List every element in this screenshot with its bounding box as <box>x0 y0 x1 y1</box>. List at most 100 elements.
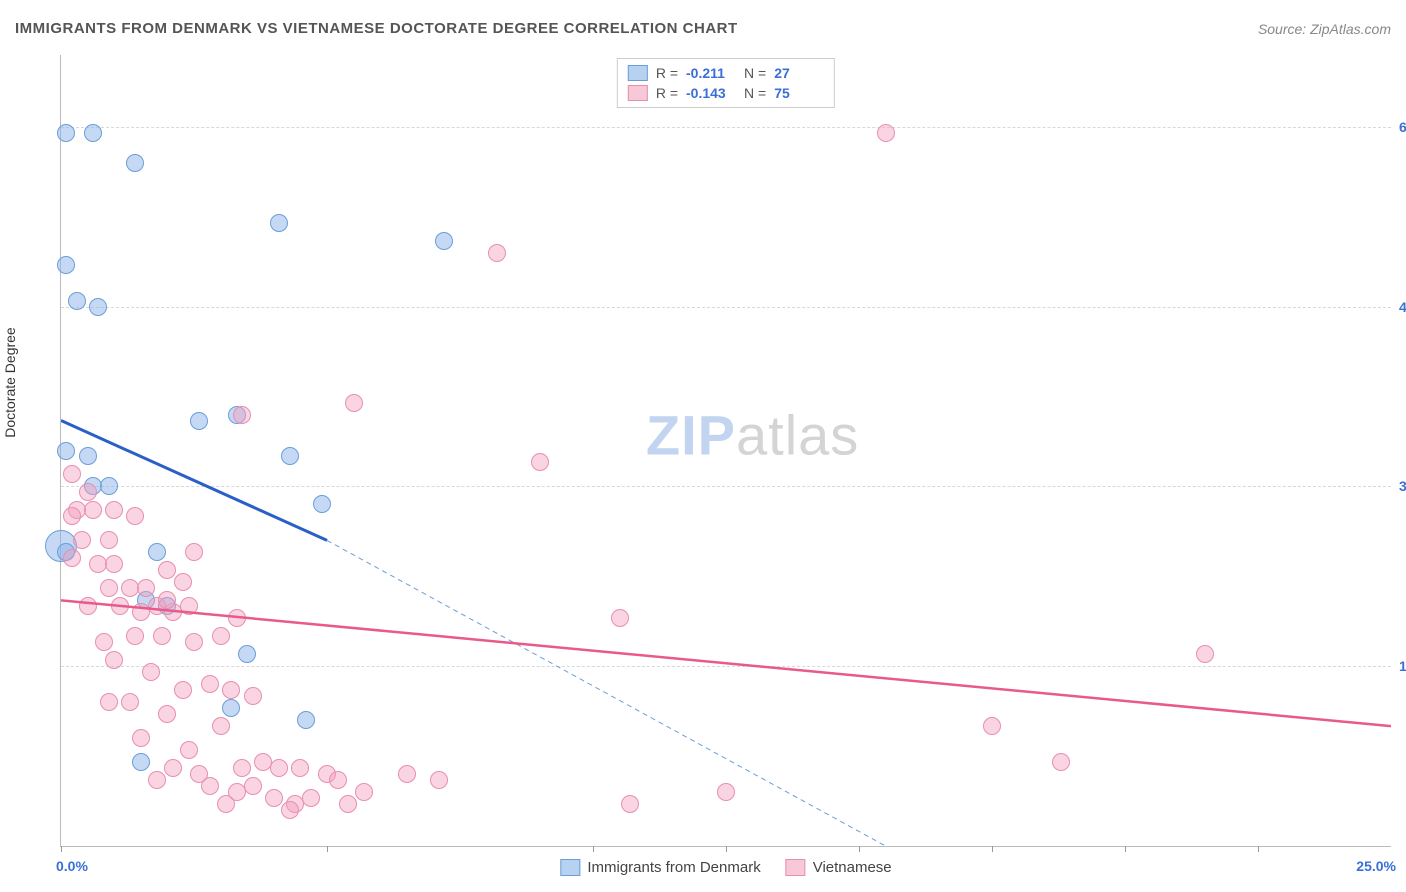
chart-header: IMMIGRANTS FROM DENMARK VS VIETNAMESE DO… <box>15 20 1391 37</box>
scatter-point <box>95 633 113 651</box>
scatter-point <box>270 214 288 232</box>
scatter-point <box>611 609 629 627</box>
scatter-point <box>180 741 198 759</box>
legend-series-name: Immigrants from Denmark <box>587 859 760 876</box>
scatter-point <box>1052 753 1070 771</box>
scatter-point <box>244 777 262 795</box>
chart-title: IMMIGRANTS FROM DENMARK VS VIETNAMESE DO… <box>15 20 738 37</box>
legend-swatch <box>628 85 648 101</box>
scatter-point <box>63 465 81 483</box>
scatter-point <box>121 693 139 711</box>
scatter-point <box>190 765 208 783</box>
scatter-point <box>153 627 171 645</box>
legend-stat-row: R = -0.211N = 27 <box>628 63 824 83</box>
scatter-point <box>201 675 219 693</box>
scatter-point <box>983 717 1001 735</box>
scatter-point <box>281 447 299 465</box>
scatter-point <box>89 298 107 316</box>
scatter-point <box>302 789 320 807</box>
scatter-point <box>57 256 75 274</box>
gridline-h <box>61 307 1391 308</box>
scatter-point <box>57 442 75 460</box>
y-tick-label: 3.0% <box>1399 478 1406 494</box>
scatter-point <box>105 555 123 573</box>
x-tick-mark <box>593 846 594 852</box>
y-tick-label: 4.5% <box>1399 299 1406 315</box>
legend-stat-row: R = -0.143N = 75 <box>628 83 824 103</box>
legend-n-label: N = <box>744 83 766 103</box>
scatter-point <box>329 771 347 789</box>
scatter-point <box>180 597 198 615</box>
scatter-point <box>174 681 192 699</box>
scatter-point <box>100 477 118 495</box>
scatter-point <box>100 693 118 711</box>
scatter-point <box>63 549 81 567</box>
scatter-point <box>355 783 373 801</box>
legend-series-item: Vietnamese <box>786 859 892 876</box>
legend-swatch <box>786 859 806 876</box>
y-tick-label: 1.5% <box>1399 658 1406 674</box>
scatter-point <box>222 681 240 699</box>
legend-swatch <box>628 65 648 81</box>
scatter-point <box>68 292 86 310</box>
scatter-point <box>132 753 150 771</box>
trend-line <box>61 600 1391 726</box>
x-tick-mark <box>726 846 727 852</box>
scatter-point <box>148 771 166 789</box>
legend-swatch <box>560 859 580 876</box>
y-axis-label: Doctorate Degree <box>2 327 18 438</box>
chart-source: Source: ZipAtlas.com <box>1258 21 1391 37</box>
scatter-point <box>148 543 166 561</box>
scatter-point <box>185 633 203 651</box>
legend-n-value: 27 <box>774 63 824 83</box>
scatter-point <box>185 543 203 561</box>
gridline-h <box>61 486 1391 487</box>
legend-n-label: N = <box>744 63 766 83</box>
legend-n-value: 75 <box>774 83 824 103</box>
trend-lines-layer <box>61 55 1391 846</box>
scatter-point <box>717 783 735 801</box>
scatter-point <box>100 579 118 597</box>
scatter-point <box>73 531 91 549</box>
scatter-point <box>244 687 262 705</box>
scatter-point <box>297 711 315 729</box>
scatter-point <box>126 154 144 172</box>
scatter-point <box>158 591 176 609</box>
scatter-point <box>57 124 75 142</box>
scatter-point <box>488 244 506 262</box>
scatter-point <box>137 579 155 597</box>
scatter-point <box>142 663 160 681</box>
legend-series-name: Vietnamese <box>813 859 892 876</box>
scatter-point <box>877 124 895 142</box>
scatter-point <box>265 789 283 807</box>
scatter-point <box>126 627 144 645</box>
x-tick-mark <box>1258 846 1259 852</box>
scatter-point <box>217 795 235 813</box>
x-axis-max-label: 25.0% <box>1356 858 1396 874</box>
legend-series-item: Immigrants from Denmark <box>560 859 760 876</box>
scatter-point <box>126 507 144 525</box>
gridline-h <box>61 127 1391 128</box>
scatter-point <box>345 394 363 412</box>
scatter-point <box>100 531 118 549</box>
scatter-point <box>63 507 81 525</box>
scatter-point <box>84 501 102 519</box>
scatter-point <box>233 759 251 777</box>
x-tick-mark <box>1125 846 1126 852</box>
scatter-point <box>222 699 240 717</box>
scatter-point <box>531 453 549 471</box>
plot-area: ZIPatlas R = -0.211N = 27R = -0.143N = 7… <box>60 55 1391 847</box>
x-axis-min-label: 0.0% <box>56 858 88 874</box>
scatter-point <box>281 801 299 819</box>
scatter-point <box>164 759 182 777</box>
scatter-point <box>291 759 309 777</box>
scatter-point <box>158 561 176 579</box>
legend-r-label: R = <box>656 83 678 103</box>
scatter-point <box>228 609 246 627</box>
correlation-legend: R = -0.211N = 27R = -0.143N = 75 <box>617 58 835 108</box>
scatter-point <box>313 495 331 513</box>
scatter-point <box>105 651 123 669</box>
scatter-point <box>238 645 256 663</box>
scatter-point <box>1196 645 1214 663</box>
scatter-point <box>79 483 97 501</box>
